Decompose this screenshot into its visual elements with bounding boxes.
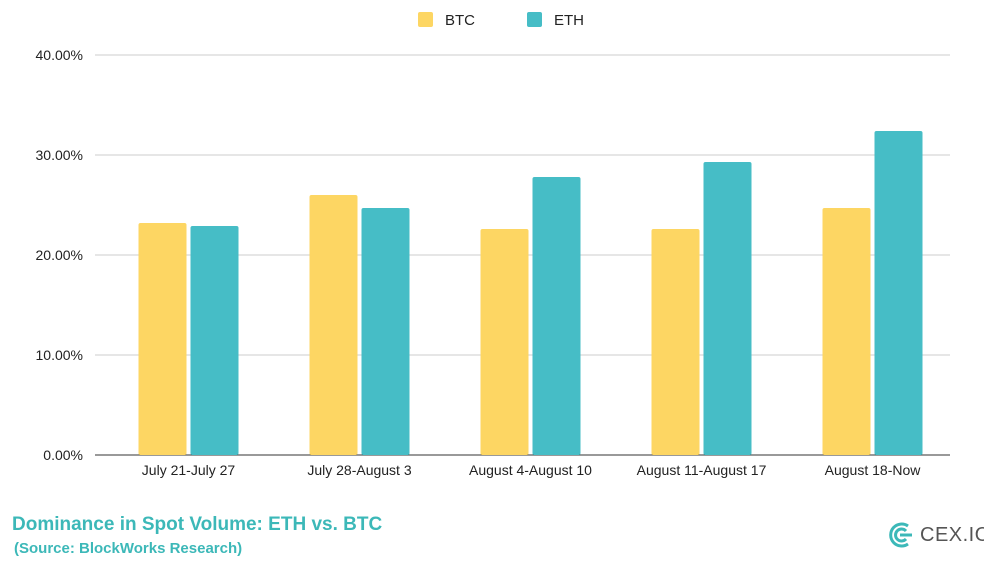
bar-eth <box>874 131 923 455</box>
bar-btc <box>822 208 871 455</box>
bar-eth <box>532 177 581 455</box>
legend-label: ETH <box>554 12 584 29</box>
bar-eth <box>190 226 239 455</box>
bar-btc <box>309 195 358 455</box>
x-tick-label: August 18-Now <box>825 462 922 478</box>
x-tick-label: August 11-August 17 <box>637 462 767 478</box>
bar-btc <box>138 223 187 455</box>
cex-logo-icon <box>889 522 912 548</box>
x-tick-label: July 21-July 27 <box>142 462 236 478</box>
y-tick-label: 0.00% <box>43 447 83 463</box>
y-tick-label: 10.00% <box>36 347 83 363</box>
legend-swatch-eth <box>527 12 542 27</box>
chart-title: Dominance in Spot Volume: ETH vs. BTC <box>12 514 383 535</box>
x-tick-label: July 28-August 3 <box>307 462 411 478</box>
bar-eth <box>703 162 752 455</box>
chart-subtitle: (Source: BlockWorks Research) <box>14 540 243 557</box>
y-tick-label: 30.00% <box>36 147 83 163</box>
bar-chart: 0.00% 10.00% 20.00% 30.00% 40.00% July 21-Jul… <box>36 12 950 478</box>
y-tick-label: 40.00% <box>36 47 83 63</box>
x-tick-label: August 4-August 10 <box>469 462 592 478</box>
legend-swatch-btc <box>418 12 433 27</box>
logo-text: CEX.IO <box>920 523 984 546</box>
legend-label: BTC <box>445 12 475 29</box>
bar-btc <box>480 229 529 455</box>
y-tick-label: 20.00% <box>36 247 83 263</box>
bar-eth <box>361 208 410 455</box>
bar-btc <box>651 229 700 455</box>
cex-io-logo: CEX.IO <box>886 522 984 548</box>
